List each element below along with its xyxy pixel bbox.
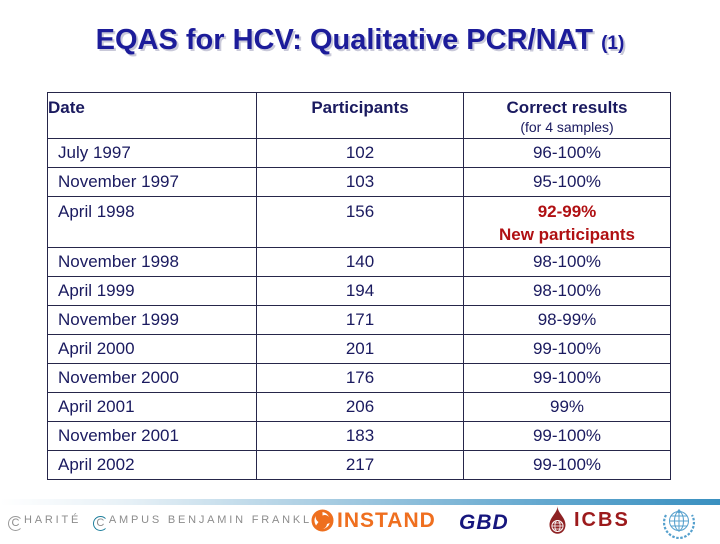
correct-results-highlight: 92-99% [537,202,597,221]
footer-logos: C HARITÉ C AMPUS BENJAMIN FRANKLIN INSTAND… [0,505,720,540]
date-cell: November 2001 [47,421,257,451]
participants-cell: 156 [256,196,464,248]
correct-results-cell: 99-100% [463,450,671,480]
participants-cell: 103 [256,167,464,197]
table-row: November 1997 103 95-100% [47,167,671,197]
slide-title: EQAS for HCV: Qualitative PCR/NAT (1) [0,24,720,57]
participants-cell: 102 [256,138,464,168]
header-correct-results-sub: (for 4 samples) [520,119,614,135]
participants-cell: 217 [256,450,464,480]
date-cell: November 1997 [47,167,257,197]
table-row: November 1998 140 98-100% [47,247,671,277]
table-row: April 2000 201 99-100% [47,334,671,364]
correct-results-cell: 96-100% [463,138,671,168]
gbd-logo: GBD [459,511,509,534]
table-row: November 2001 183 99-100% [47,421,671,451]
correct-results-cell: 92-99% New participants [463,196,671,248]
correct-results-cell: 99% [463,392,671,422]
who-logo [662,505,696,544]
slide-title-text: EQAS for HCV: Qualitative PCR/NAT [95,24,594,56]
participants-cell: 183 [256,421,464,451]
participants-cell: 176 [256,363,464,393]
header-participants: Participants [256,92,464,139]
correct-results-cell: 95-100% [463,167,671,197]
date-cell: July 1997 [47,138,257,168]
slide-title-number: (1) [601,33,625,54]
charite-text-1: HARITÉ [24,514,82,526]
header-date: Date [47,92,257,139]
table-row: April 1998 156 92-99% New participants [47,196,671,248]
correct-results-cell: 99-100% [463,363,671,393]
date-cell: April 1998 [47,196,257,248]
who-emblem-icon [663,509,695,540]
date-cell: April 2002 [47,450,257,480]
table-row: July 1997 102 96-100% [47,138,671,168]
charite-text-2: AMPUS BENJAMIN FRANKLIN [108,514,329,526]
table-header-row: Date Participants Correct results (for 4… [47,92,671,139]
participants-cell: 206 [256,392,464,422]
date-cell: November 2000 [47,363,257,393]
correct-results-cell: 98-100% [463,247,671,277]
correct-results-cell: 99-100% [463,421,671,451]
header-correct-results: Correct results (for 4 samples) [463,92,671,139]
instand-logo: INSTAND [311,509,436,533]
participants-cell: 201 [256,334,464,364]
table-row: November 2000 176 99-100% [47,363,671,393]
header-correct-results-label: Correct results [506,98,628,117]
footer-gradient-bar [0,499,720,505]
icbs-label: ICBS [574,509,630,531]
table-row: April 1999 194 98-100% [47,276,671,306]
instand-swirl-icon [311,509,334,532]
correct-results-cell: 99-100% [463,334,671,364]
date-cell: November 1999 [47,305,257,335]
icbs-logo: ICBS [547,506,630,535]
participants-cell: 194 [256,276,464,306]
participants-cell: 140 [256,247,464,277]
new-participants-note: New participants [498,225,636,244]
table-row: April 2001 206 99% [47,392,671,422]
participants-cell: 171 [256,305,464,335]
date-cell: April 2001 [47,392,257,422]
icbs-blood-drop-icon [549,506,566,534]
eqas-results-table: Date Participants Correct results (for 4… [47,92,671,480]
date-cell: April 1999 [47,276,257,306]
date-cell: April 2000 [47,334,257,364]
charite-c-ring-icon: C [8,516,23,531]
correct-results-cell: 98-100% [463,276,671,306]
table-row: November 1999 171 98-99% [47,305,671,335]
correct-results-cell: 98-99% [463,305,671,335]
campus-c-ring-icon: C [92,516,108,531]
instand-label: INSTAND [337,509,436,532]
date-cell: November 1998 [47,247,257,277]
charite-logo: C HARITÉ C AMPUS BENJAMIN FRANKLIN [8,514,329,531]
table-row: April 2002 217 99-100% [47,450,671,480]
